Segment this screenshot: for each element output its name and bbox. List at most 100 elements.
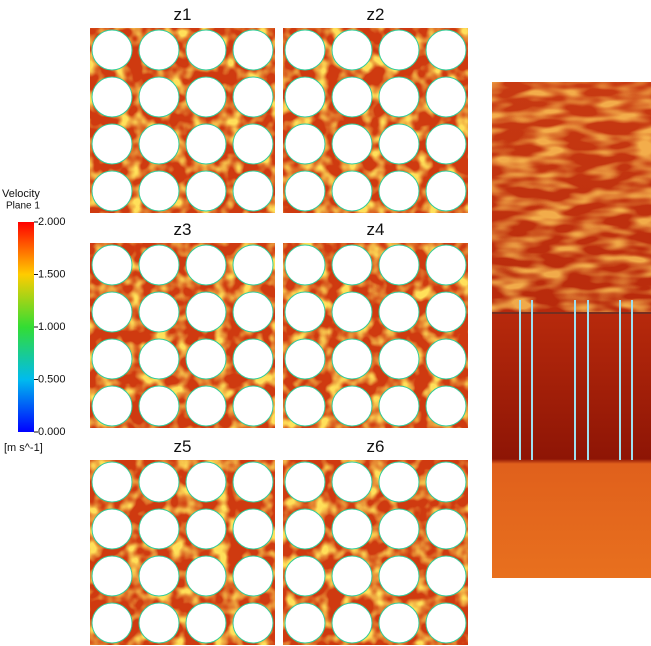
tube [92, 292, 132, 332]
side-view-flow [492, 82, 651, 312]
tube [379, 292, 419, 332]
tube [426, 292, 466, 332]
tube [285, 124, 325, 164]
tube [139, 77, 179, 117]
colorbar-scale [18, 222, 34, 432]
tube [426, 171, 466, 211]
tube [139, 603, 179, 643]
panel: z6 [283, 437, 468, 645]
tube [233, 77, 273, 117]
tube [426, 245, 466, 285]
tube [186, 339, 226, 379]
tube [139, 509, 179, 549]
panel-label: z3 [174, 220, 192, 239]
tube [186, 556, 226, 596]
tube [285, 603, 325, 643]
tube [233, 509, 273, 549]
tube [285, 509, 325, 549]
tube [139, 292, 179, 332]
tube [186, 462, 226, 502]
panel: z5 [90, 437, 275, 645]
tube [426, 556, 466, 596]
tube [139, 245, 179, 285]
tube [379, 124, 419, 164]
tube [139, 386, 179, 426]
tube [92, 77, 132, 117]
tube [233, 462, 273, 502]
tube [379, 603, 419, 643]
tube [285, 556, 325, 596]
tube [92, 462, 132, 502]
tube [139, 171, 179, 211]
tube [426, 386, 466, 426]
tube [426, 124, 466, 164]
tube [139, 124, 179, 164]
tube [186, 171, 226, 211]
panel-label: z6 [367, 437, 385, 456]
tube [426, 77, 466, 117]
panel-label: z2 [367, 5, 385, 24]
tube [233, 171, 273, 211]
panel: z4 [283, 220, 468, 428]
tube [186, 245, 226, 285]
panel: z3 [90, 220, 275, 428]
tube [92, 339, 132, 379]
tube [139, 462, 179, 502]
tube [139, 30, 179, 70]
tube [92, 30, 132, 70]
colorbar-tick-label: 1.500 [38, 268, 66, 280]
panel: z1 [90, 5, 275, 213]
tube [426, 509, 466, 549]
tube [332, 339, 372, 379]
tube [332, 245, 372, 285]
tube [186, 509, 226, 549]
tube [285, 171, 325, 211]
colorbar-tick-label: 0.000 [38, 426, 66, 438]
tube [379, 339, 419, 379]
tube [233, 386, 273, 426]
tube [332, 171, 372, 211]
tube [426, 603, 466, 643]
tube [233, 339, 273, 379]
panels: z1 z2 z3 z4 z5 z6 [90, 5, 468, 645]
tube [379, 462, 419, 502]
tube [92, 386, 132, 426]
tube [186, 603, 226, 643]
tube [426, 462, 466, 502]
tube [233, 124, 273, 164]
tube [92, 556, 132, 596]
tube [285, 77, 325, 117]
tube [233, 556, 273, 596]
tube [186, 77, 226, 117]
tube [426, 30, 466, 70]
tube [233, 603, 273, 643]
tube [233, 245, 273, 285]
tube [379, 77, 419, 117]
colorbar-subtitle: Plane 1 [6, 201, 40, 212]
tube [332, 462, 372, 502]
panel-label: z5 [174, 437, 192, 456]
tube [285, 462, 325, 502]
tube [139, 556, 179, 596]
tube [332, 124, 372, 164]
tube [233, 292, 273, 332]
tube [332, 556, 372, 596]
tube [332, 30, 372, 70]
tube [379, 556, 419, 596]
tube [285, 30, 325, 70]
tube [186, 124, 226, 164]
tube [233, 30, 273, 70]
tube [285, 386, 325, 426]
tube [92, 603, 132, 643]
tube [379, 171, 419, 211]
tube [379, 386, 419, 426]
tube [285, 292, 325, 332]
tube [332, 509, 372, 549]
colorbar: Velocity Plane 1 2.0001.5001.0000.5000.0… [2, 188, 66, 454]
tube [285, 245, 325, 285]
tube [379, 509, 419, 549]
colorbar-tick-label: 0.500 [38, 373, 66, 385]
panel-label: z1 [174, 5, 192, 24]
tube [92, 124, 132, 164]
tube [332, 292, 372, 332]
